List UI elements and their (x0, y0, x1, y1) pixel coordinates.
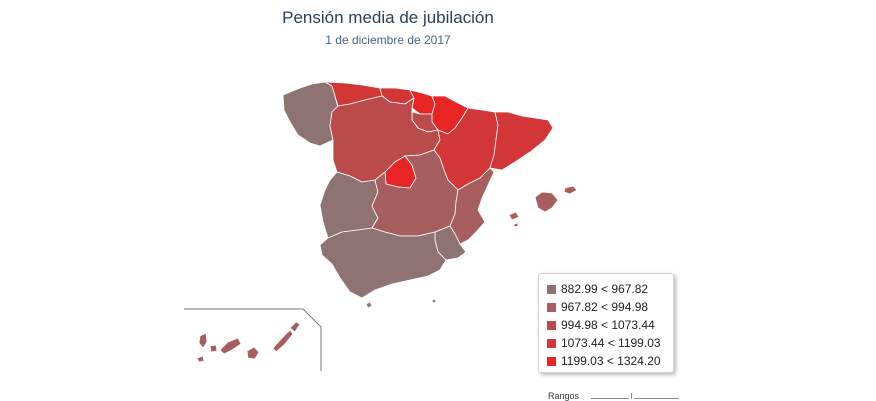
region-baleares-formentera[interactable] (513, 222, 519, 228)
legend-label: 882.99 < 967.82 (561, 282, 649, 296)
map-subtitle: 1 de diciembre de 2017 (325, 33, 451, 47)
legend-swatch (547, 284, 556, 294)
region-canarias-la-gomera[interactable] (209, 344, 218, 353)
legend-swatch (547, 356, 556, 366)
region-cataluna[interactable] (489, 111, 554, 171)
legend-label: 1073.44 < 1199.03 (561, 336, 661, 350)
region-canarias-el-hierro[interactable] (196, 355, 205, 363)
region-melilla[interactable] (431, 298, 437, 304)
region-baleares-menorca[interactable] (563, 185, 578, 195)
legend-box: 882.99 < 967.82 967.82 < 994.98 994.98 <… (538, 273, 674, 373)
region-canarias-la-palma[interactable] (198, 332, 208, 349)
legend-label: 967.82 < 994.98 (561, 300, 649, 314)
region-ceuta[interactable] (365, 301, 373, 309)
region-baleares-mallorca[interactable] (534, 191, 559, 213)
rangos-slider-handle[interactable] (631, 393, 632, 399)
canarias-inset-frame (184, 308, 322, 371)
legend-swatch (547, 302, 556, 312)
region-baleares-ibiza[interactable] (508, 211, 520, 221)
legend-label: 1199.03 < 1324.20 (561, 354, 661, 368)
rangos-slider-label: Rangos (548, 391, 580, 401)
rangos-slider-track-right[interactable] (634, 398, 679, 399)
region-pais-vasco[interactable] (409, 89, 436, 115)
legend-item-bin4[interactable]: 1073.44 < 1199.03 (547, 334, 673, 352)
legend-swatch (547, 338, 556, 348)
region-galicia[interactable] (282, 81, 339, 147)
legend-item-bin1[interactable]: 882.99 < 967.82 (547, 280, 673, 298)
region-canarias-tenerife[interactable] (219, 337, 242, 355)
legend-item-bin5[interactable]: 1199.03 < 1324.20 (547, 352, 673, 370)
legend-item-bin2[interactable]: 967.82 < 994.98 (547, 298, 673, 316)
legend-swatch (547, 320, 556, 330)
region-canarias-lanzarote[interactable] (289, 321, 301, 333)
legend-item-bin3[interactable]: 994.98 < 1073.44 (547, 316, 673, 334)
region-andalucia[interactable] (319, 227, 447, 299)
map-title: Pensión media de jubilación (282, 8, 494, 27)
legend-label: 994.98 < 1073.44 (561, 318, 655, 332)
rangos-slider-track[interactable] (591, 398, 629, 399)
region-canarias-gran-canaria[interactable] (246, 346, 260, 360)
region-canarias-fuerteventura[interactable] (272, 329, 294, 353)
